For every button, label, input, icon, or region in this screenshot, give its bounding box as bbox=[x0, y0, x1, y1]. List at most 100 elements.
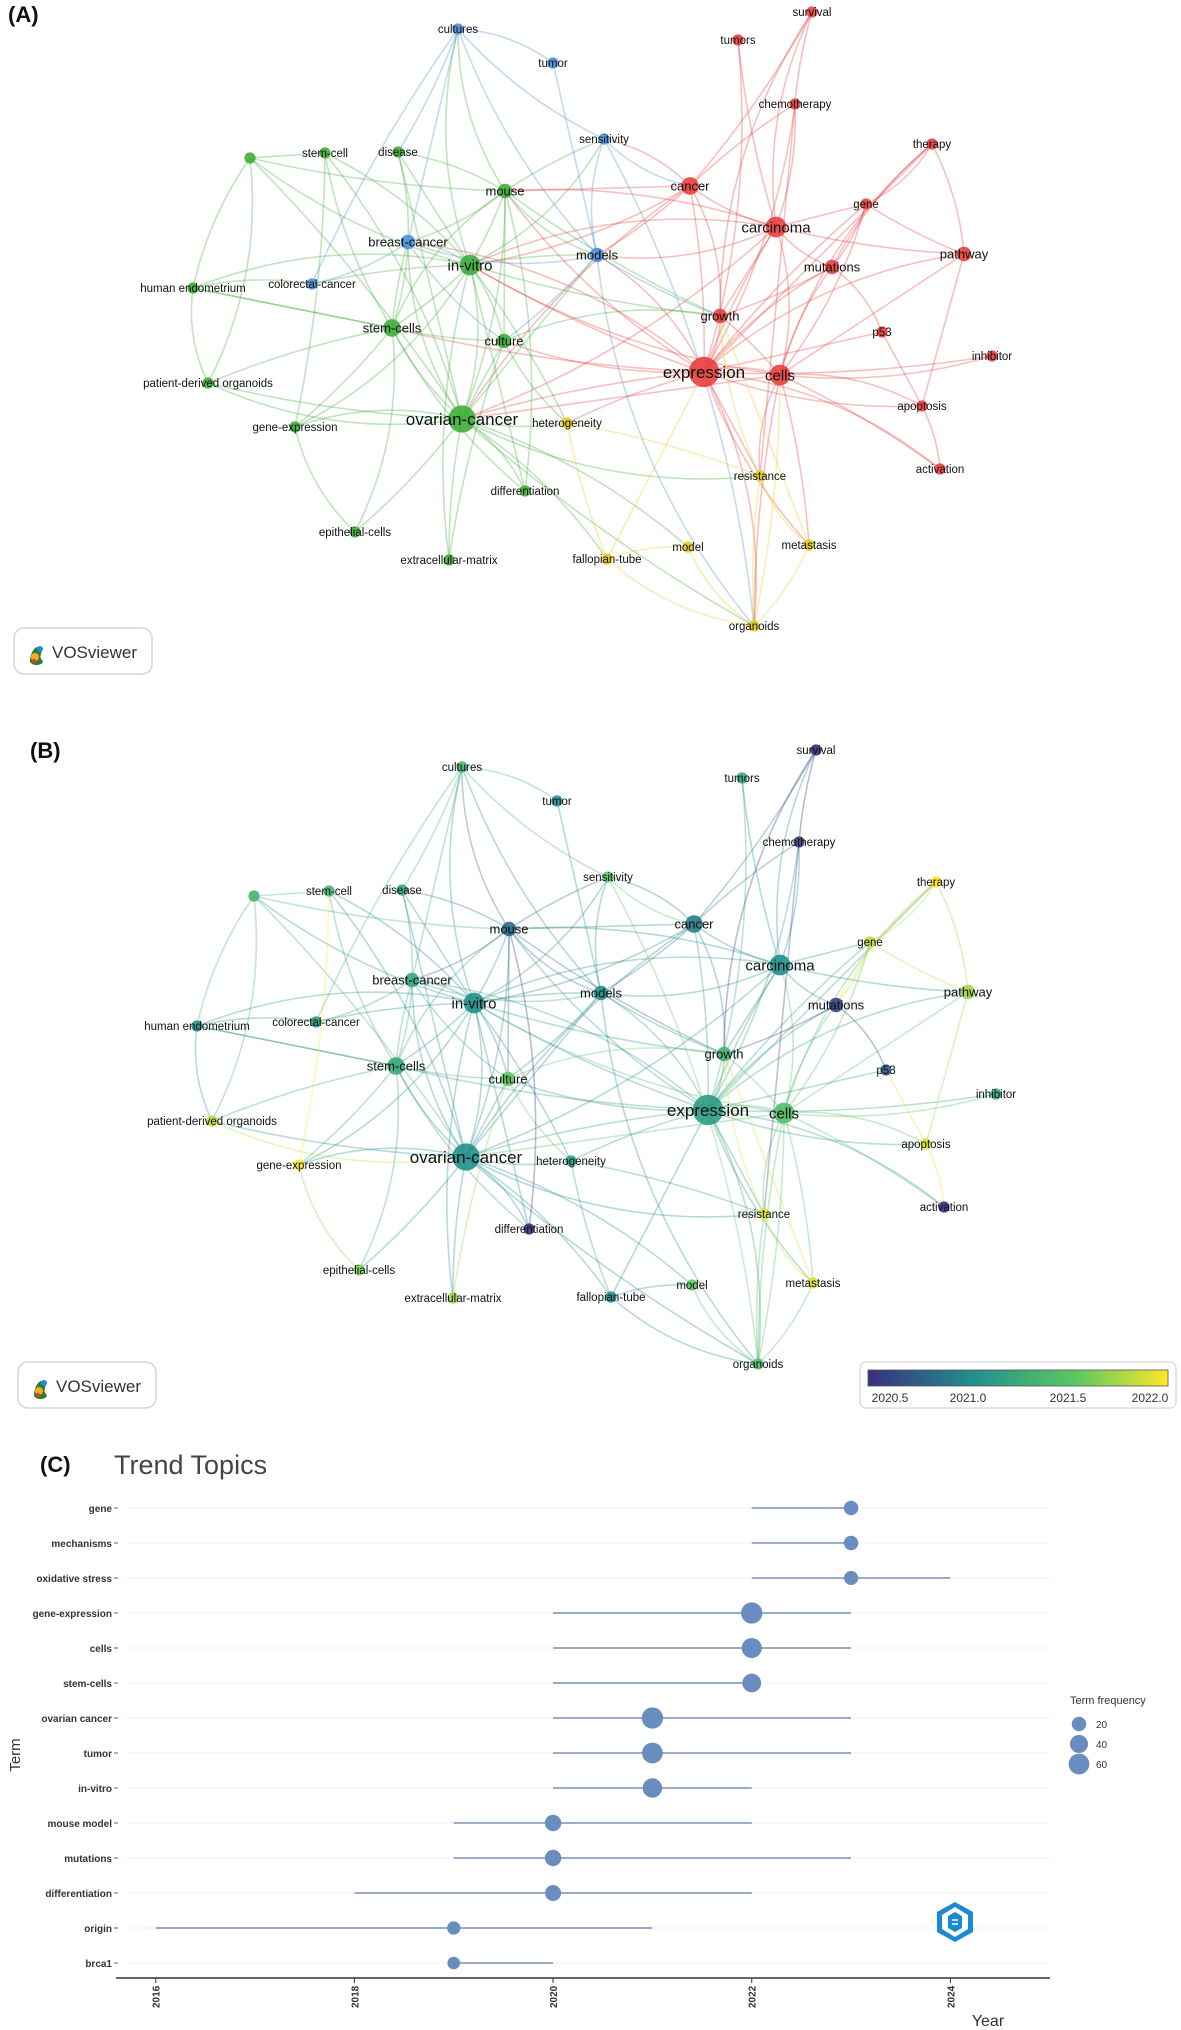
network-node-label: mouse bbox=[485, 184, 524, 199]
network-node-label: heterogeneity bbox=[536, 1156, 606, 1168]
network-edge bbox=[869, 941, 969, 993]
network-node bbox=[605, 1291, 617, 1303]
network-edge bbox=[465, 1156, 759, 1365]
network-edge bbox=[723, 1053, 765, 1215]
network-edge bbox=[508, 928, 602, 994]
network-edge bbox=[719, 266, 833, 317]
network-edge bbox=[783, 1112, 814, 1284]
network-edge bbox=[190, 287, 209, 384]
network-edge bbox=[607, 876, 695, 925]
network-edge bbox=[703, 371, 941, 470]
network-edge bbox=[192, 157, 251, 289]
term-frequency-point bbox=[843, 1500, 859, 1516]
network-edge bbox=[607, 876, 695, 925]
network-edge bbox=[407, 241, 505, 342]
network-node bbox=[793, 836, 805, 848]
network-node-label: cultures bbox=[438, 24, 479, 36]
network-node-label: activation bbox=[920, 1202, 969, 1214]
network-edge bbox=[783, 881, 937, 1114]
network-edge bbox=[328, 890, 397, 1067]
network-edge bbox=[448, 340, 505, 561]
network-node bbox=[293, 1159, 305, 1171]
network-node bbox=[565, 1155, 577, 1167]
network-edge bbox=[772, 11, 813, 228]
network-node bbox=[930, 876, 942, 888]
network-edge bbox=[596, 254, 705, 373]
network-edge bbox=[594, 876, 609, 994]
network-edge bbox=[775, 226, 965, 255]
network-edge bbox=[779, 143, 933, 376]
network-node bbox=[383, 319, 401, 337]
network-node bbox=[765, 216, 787, 238]
network-edge bbox=[775, 226, 790, 376]
network-node-label: growth bbox=[700, 309, 739, 324]
network-edge bbox=[703, 266, 833, 373]
network-node-label: expression bbox=[667, 1101, 749, 1120]
network-node-label: culture bbox=[488, 1072, 527, 1087]
network-node-label: colorectal-cancer bbox=[272, 1017, 360, 1029]
network-edge bbox=[465, 1156, 765, 1218]
network-node bbox=[501, 921, 517, 937]
network-edge bbox=[469, 264, 505, 342]
network-edge bbox=[311, 264, 471, 285]
network-edge bbox=[473, 1002, 725, 1055]
network-node-label: mutations bbox=[804, 260, 861, 275]
network-node-label: gene-expression bbox=[252, 422, 337, 434]
network-node-label: cells bbox=[765, 367, 795, 384]
network-node bbox=[926, 138, 938, 150]
network-node bbox=[960, 984, 976, 1000]
network-edge bbox=[779, 964, 794, 1114]
network-edge bbox=[707, 1069, 887, 1111]
network-edge bbox=[298, 1164, 360, 1271]
network-edge bbox=[196, 895, 255, 1027]
network-edge bbox=[689, 11, 813, 187]
network-edge bbox=[507, 928, 510, 1080]
network-edge bbox=[763, 841, 800, 1215]
network-edge bbox=[783, 1111, 927, 1145]
network-edge bbox=[606, 558, 755, 627]
year-color-bar bbox=[867, 1369, 1169, 1387]
network-node bbox=[547, 57, 559, 69]
term-frequency-point bbox=[741, 1637, 762, 1659]
network-edge bbox=[925, 991, 969, 1145]
x-tick-label: 2022 bbox=[748, 1985, 759, 2008]
network-edge bbox=[294, 152, 326, 428]
network-node bbox=[404, 972, 420, 988]
network-edge bbox=[779, 203, 867, 376]
panel-label-a: (A) bbox=[8, 2, 39, 27]
network-edge bbox=[452, 1156, 467, 1299]
network-edge bbox=[707, 1109, 814, 1284]
network-edge bbox=[395, 928, 510, 1067]
network-edge bbox=[395, 1065, 709, 1111]
year-legend-tick: 2021.0 bbox=[950, 1391, 987, 1405]
term-frequency-point bbox=[742, 1673, 762, 1693]
network-edge bbox=[469, 264, 568, 424]
network-edge bbox=[921, 253, 965, 407]
network-node bbox=[561, 417, 573, 429]
network-node bbox=[497, 183, 513, 199]
network-edge bbox=[354, 418, 463, 533]
network-node-label: stem-cell bbox=[302, 148, 348, 160]
network-edge bbox=[885, 1069, 927, 1145]
size-legend-point bbox=[1069, 1734, 1089, 1754]
network-edge bbox=[401, 766, 463, 891]
term-frequency-point bbox=[642, 1778, 663, 1798]
network-node-label: organoids bbox=[733, 1359, 784, 1371]
network-edge bbox=[703, 253, 965, 373]
network-edge bbox=[703, 371, 923, 408]
x-tick-label: 2020 bbox=[549, 1985, 560, 2008]
network-edge bbox=[566, 422, 761, 477]
network-node-label: apoptosis bbox=[901, 1139, 950, 1151]
network-edge bbox=[831, 266, 883, 333]
network-edge bbox=[469, 264, 705, 373]
network-node-label: tumors bbox=[724, 773, 759, 785]
network-edge bbox=[207, 382, 463, 426]
network-node-label: chemotherapy bbox=[759, 99, 832, 111]
network-node-label: human endometrium bbox=[144, 1021, 249, 1033]
network-edge bbox=[461, 371, 705, 420]
network-edge bbox=[758, 374, 781, 477]
network-edge bbox=[473, 1002, 509, 1080]
network-edge bbox=[566, 422, 608, 560]
network-edge bbox=[508, 923, 695, 930]
panel-label-b: (B) bbox=[30, 738, 61, 763]
